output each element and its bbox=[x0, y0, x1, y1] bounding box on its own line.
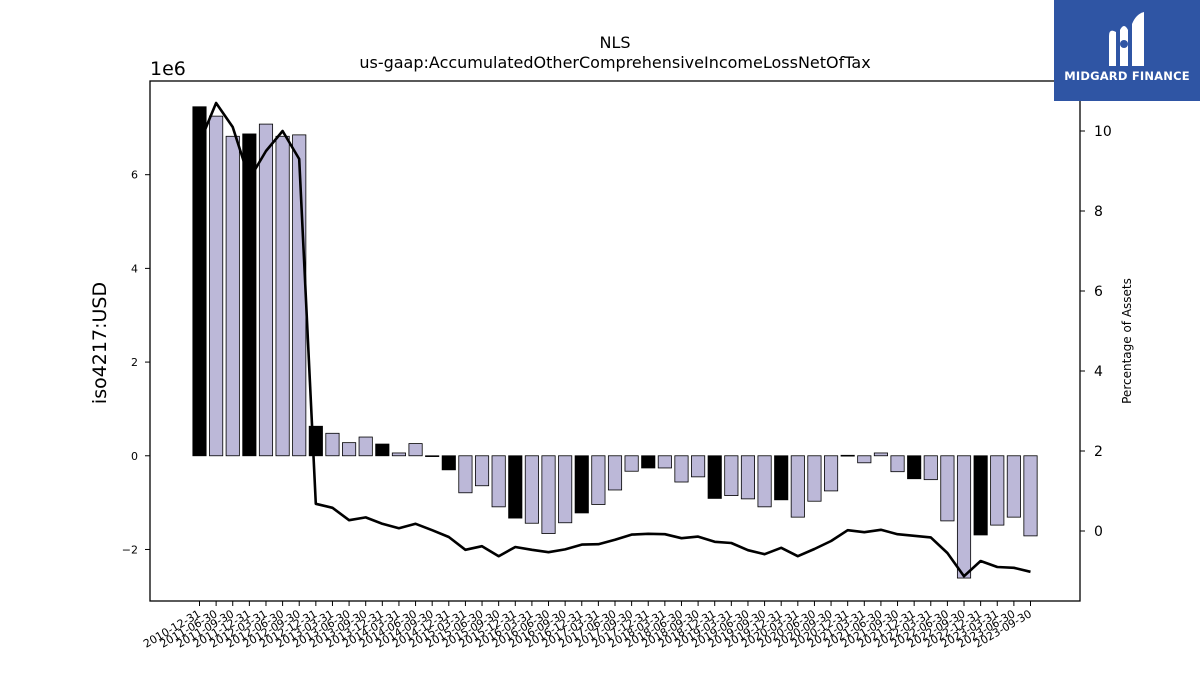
bar-2022-09-30 bbox=[956, 455, 972, 579]
bar-2011-12-31 bbox=[242, 133, 257, 457]
y-axis-label: iso4217:USD bbox=[89, 282, 111, 404]
bar-2022-03-31 bbox=[923, 455, 938, 481]
y-tick-label: −2 bbox=[122, 543, 138, 556]
bar-2016-12-31 bbox=[574, 455, 589, 514]
y-tick-label: 6 bbox=[131, 169, 138, 182]
bar-2020-09-30 bbox=[824, 455, 839, 492]
bar-2015-09-30 bbox=[491, 455, 506, 508]
y2-tick-label: 2 bbox=[1094, 444, 1103, 460]
midgard-finance-logo: MIDGARD FINANCE bbox=[1054, 0, 1200, 101]
bar-2016-09-30 bbox=[558, 455, 573, 524]
y-tick-label: 0 bbox=[131, 450, 138, 463]
bar-2021-06-30 bbox=[873, 452, 888, 457]
bar-2022-12-31 bbox=[973, 455, 988, 536]
bar-2013-03-31 bbox=[325, 432, 340, 457]
bar-2013-12-31 bbox=[375, 443, 390, 457]
y-ticks-group: −2 0 2 4 6 bbox=[122, 169, 150, 556]
x-ticks-group: 2010-12-312011-06-302011-09-302011-12-31… bbox=[141, 601, 1034, 651]
bar-2020-03-31 bbox=[790, 455, 805, 518]
bar-2023-03-31 bbox=[990, 455, 1005, 526]
bar-2023-06-30 bbox=[1006, 455, 1021, 518]
bar-2012-03-31 bbox=[258, 123, 274, 457]
bar-2010-12-31 bbox=[192, 106, 207, 457]
y2-tick-label: 6 bbox=[1094, 284, 1103, 300]
bar-2021-12-31 bbox=[907, 455, 922, 480]
bar-2014-03-31 bbox=[391, 452, 406, 457]
chart-title: NLS bbox=[599, 33, 630, 52]
bar-2014-06-30 bbox=[408, 443, 423, 457]
bar-2017-03-31 bbox=[591, 455, 606, 505]
bar-2015-12-31 bbox=[508, 455, 523, 519]
bar-2013-06-30 bbox=[342, 442, 357, 457]
y2-axis-label: Percentage of Assets bbox=[1120, 278, 1134, 404]
bar-2018-12-31 bbox=[707, 455, 722, 499]
bar-2014-09-30 bbox=[425, 455, 440, 457]
bar-2016-03-31 bbox=[524, 455, 539, 524]
bar-2017-06-30 bbox=[607, 455, 623, 491]
bar-2012-06-30 bbox=[275, 135, 290, 457]
bar-2023-09-30 bbox=[1023, 455, 1038, 537]
y2-tick-label: 4 bbox=[1094, 364, 1103, 380]
logo-mark-icon bbox=[1109, 12, 1144, 67]
bar-2018-09-30 bbox=[691, 455, 706, 478]
bar-2020-06-30 bbox=[807, 455, 822, 502]
bar-2019-03-31 bbox=[724, 455, 739, 496]
logo-text: MIDGARD FINANCE bbox=[1064, 69, 1190, 83]
y2-tick-label: 0 bbox=[1094, 524, 1103, 540]
plot-frame bbox=[149, 80, 1081, 602]
line-group bbox=[198, 101, 1031, 578]
bar-2021-03-31 bbox=[857, 455, 872, 464]
bar-2017-12-31 bbox=[641, 455, 656, 469]
percentage-of-assets-line bbox=[198, 101, 1031, 578]
bar-2018-06-30 bbox=[674, 455, 689, 483]
bar-2016-06-30 bbox=[541, 455, 556, 534]
bar-2019-12-31 bbox=[774, 455, 789, 501]
y-tick-label: 4 bbox=[131, 262, 138, 275]
y-tick-label: 2 bbox=[131, 356, 138, 369]
bar-2019-09-30 bbox=[757, 455, 772, 508]
bar-2020-12-31 bbox=[840, 454, 855, 457]
bar-2018-03-31 bbox=[657, 455, 672, 469]
bar-2011-09-30 bbox=[225, 135, 240, 457]
bar-2022-06-30 bbox=[940, 455, 955, 522]
bar-2019-06-30 bbox=[740, 455, 756, 500]
y2-ticks-group: 0 2 4 6 8 10 bbox=[1080, 124, 1112, 540]
bar-2015-06-30 bbox=[474, 455, 490, 487]
bar-2021-09-30 bbox=[890, 455, 905, 473]
bar-2011-06-30 bbox=[209, 115, 224, 457]
bar-2014-12-31 bbox=[441, 455, 456, 471]
y2-tick-label: 10 bbox=[1094, 124, 1112, 140]
bar-2017-09-30 bbox=[624, 455, 639, 472]
bars-group bbox=[192, 106, 1038, 579]
bar-2015-03-31 bbox=[458, 455, 473, 494]
y2-tick-label: 8 bbox=[1094, 204, 1103, 220]
y-offset-label: 1e6 bbox=[150, 58, 186, 80]
chart-subtitle: us-gaap:AccumulatedOtherComprehensiveInc… bbox=[359, 53, 870, 72]
bar-2013-09-30 bbox=[358, 436, 373, 457]
